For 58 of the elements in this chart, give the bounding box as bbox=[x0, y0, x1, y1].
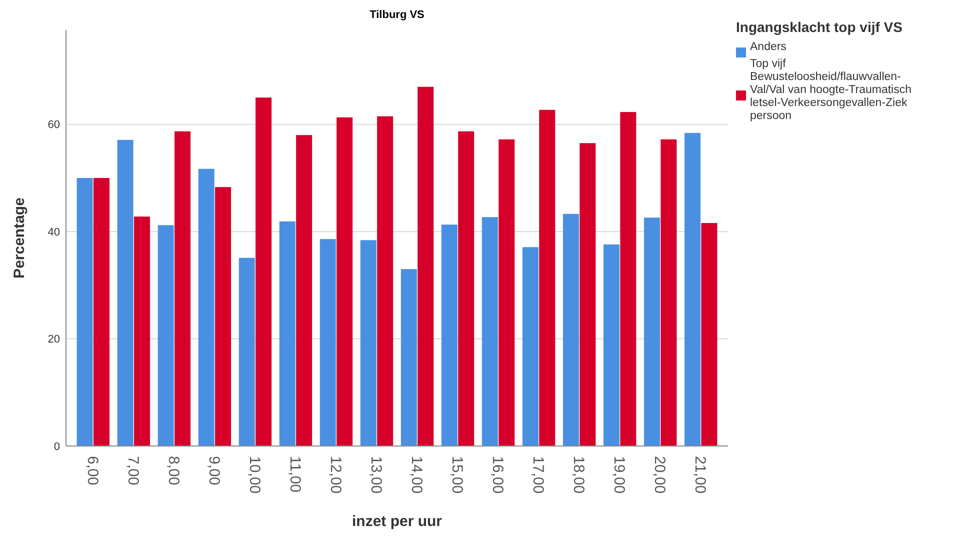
bar bbox=[620, 112, 636, 446]
x-tick-label: 20,00 bbox=[651, 456, 668, 494]
legend-label: Top vijf Bewusteloosheid/flauwvallen-Val/Val van hoogte-Traumatisch letsel-Verkeersongevallen-Ziek persoon bbox=[750, 58, 912, 122]
x-tick-label: 21,00 bbox=[692, 456, 709, 494]
bar bbox=[660, 139, 677, 446]
bar bbox=[458, 131, 474, 446]
bar bbox=[93, 178, 110, 446]
bar bbox=[174, 131, 191, 446]
bar bbox=[684, 132, 701, 446]
x-tick-label: 8,00 bbox=[164, 456, 182, 486]
x-tick-label: 6,00 bbox=[84, 456, 101, 486]
bar bbox=[76, 178, 93, 446]
bar bbox=[400, 269, 417, 446]
y-tick-label: 0 bbox=[54, 440, 60, 453]
x-tick-label: 18,00 bbox=[570, 456, 588, 494]
bar bbox=[580, 143, 596, 446]
bar bbox=[482, 217, 498, 446]
bar bbox=[158, 225, 174, 446]
x-tick-label: 9,00 bbox=[205, 456, 222, 486]
bar bbox=[296, 135, 312, 446]
x-tick-label: 17,00 bbox=[530, 456, 547, 494]
y-tick-label: 60 bbox=[48, 119, 60, 132]
chart-title: Tilburg VS bbox=[370, 9, 424, 21]
bar bbox=[134, 216, 150, 446]
legend-label: Anders bbox=[750, 41, 787, 53]
bar bbox=[701, 222, 718, 446]
y-tick-label: 40 bbox=[48, 226, 60, 238]
legend-title: Ingangsklacht top vijf VS bbox=[736, 19, 902, 35]
bar bbox=[418, 86, 434, 446]
bar bbox=[215, 187, 232, 446]
bar bbox=[198, 168, 214, 446]
x-tick-label: 11,00 bbox=[286, 456, 304, 492]
bar bbox=[238, 258, 255, 446]
bar bbox=[539, 110, 556, 446]
bar bbox=[377, 116, 394, 446]
bar bbox=[603, 244, 620, 446]
x-tick-label: 16,00 bbox=[489, 456, 506, 494]
bar bbox=[562, 214, 579, 446]
x-tick-label: 19,00 bbox=[610, 456, 628, 494]
bar bbox=[256, 98, 272, 446]
x-tick-label: 10,00 bbox=[246, 456, 263, 494]
x-tick-label: 7,00 bbox=[124, 456, 142, 486]
bar bbox=[644, 218, 660, 446]
x-tick-label: 14,00 bbox=[408, 456, 426, 494]
y-axis-title: Percentage bbox=[11, 198, 28, 278]
bar bbox=[279, 221, 296, 446]
bar bbox=[320, 239, 336, 446]
bar bbox=[441, 224, 458, 446]
x-tick-label: 15,00 bbox=[448, 456, 466, 494]
bar bbox=[117, 140, 134, 446]
x-tick-label: 12,00 bbox=[326, 456, 344, 494]
y-tick-label: 20 bbox=[48, 334, 60, 346]
bar bbox=[498, 139, 515, 446]
x-axis-title: inzet per uur bbox=[352, 513, 442, 530]
bar bbox=[360, 240, 376, 446]
bar bbox=[522, 247, 538, 446]
x-tick-label: 13,00 bbox=[367, 456, 384, 494]
bar bbox=[336, 117, 353, 446]
